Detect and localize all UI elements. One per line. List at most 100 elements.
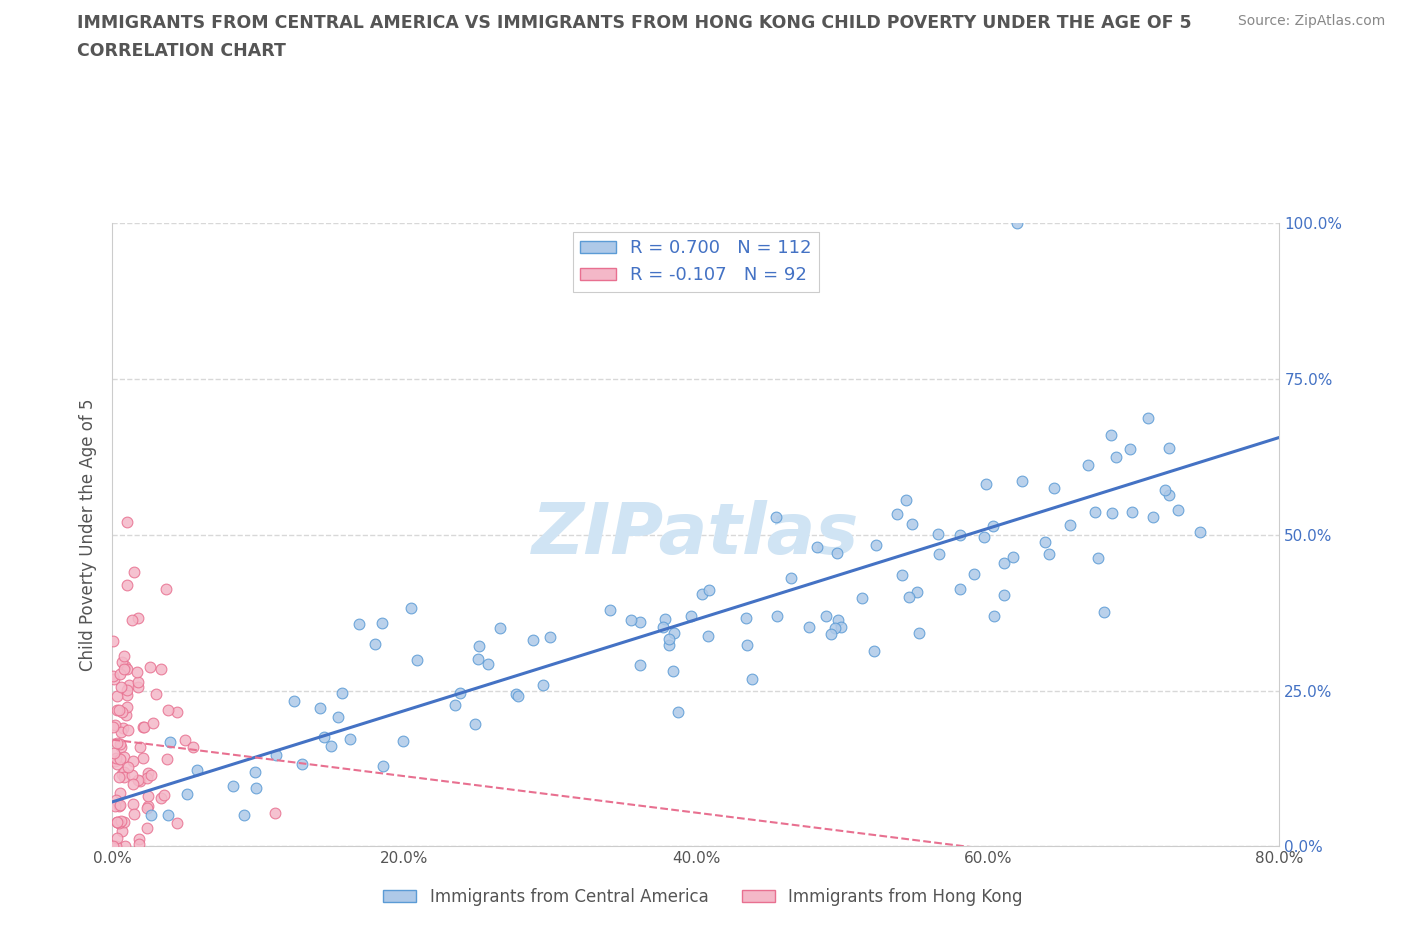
Point bbox=[891, 567, 914, 582]
Point bbox=[108, 736, 131, 751]
Point bbox=[118, 678, 141, 693]
Point bbox=[121, 797, 143, 812]
Point bbox=[533, 678, 555, 693]
Point bbox=[658, 631, 681, 646]
Point bbox=[112, 770, 135, 785]
Point bbox=[127, 773, 149, 788]
Point bbox=[131, 720, 153, 735]
Point bbox=[654, 612, 676, 627]
Point bbox=[150, 661, 173, 676]
Point bbox=[1121, 505, 1143, 520]
Point bbox=[538, 630, 561, 644]
Point bbox=[156, 807, 179, 823]
Point bbox=[981, 518, 1004, 533]
Point bbox=[364, 636, 387, 651]
Point bbox=[658, 637, 681, 652]
Text: ZIPatlas: ZIPatlas bbox=[533, 500, 859, 569]
Point bbox=[1087, 551, 1109, 565]
Point bbox=[863, 643, 886, 658]
Point bbox=[186, 763, 208, 777]
Point bbox=[339, 731, 361, 746]
Point bbox=[1157, 441, 1180, 456]
Point bbox=[108, 666, 131, 681]
Text: CORRELATION CHART: CORRELATION CHART bbox=[77, 42, 287, 60]
Point bbox=[830, 619, 852, 634]
Point bbox=[735, 610, 758, 625]
Point bbox=[156, 751, 179, 766]
Point bbox=[117, 661, 139, 676]
Point bbox=[1167, 502, 1189, 517]
Point bbox=[927, 526, 949, 541]
Point bbox=[371, 616, 394, 631]
Point bbox=[599, 602, 621, 617]
Point bbox=[779, 571, 801, 586]
Point bbox=[128, 774, 150, 789]
Point bbox=[115, 515, 138, 530]
Point bbox=[176, 787, 198, 802]
Point bbox=[444, 698, 467, 712]
Point bbox=[103, 671, 125, 686]
Text: Source: ZipAtlas.com: Source: ZipAtlas.com bbox=[1237, 14, 1385, 28]
Point bbox=[406, 653, 429, 668]
Point bbox=[245, 780, 267, 795]
Point bbox=[243, 765, 266, 780]
Point bbox=[928, 547, 950, 562]
Point bbox=[136, 801, 159, 816]
Point bbox=[467, 651, 489, 666]
Point bbox=[117, 759, 139, 774]
Point bbox=[111, 721, 134, 736]
Point bbox=[115, 707, 138, 722]
Point bbox=[145, 686, 167, 701]
Point bbox=[110, 680, 132, 695]
Point bbox=[114, 839, 136, 854]
Point bbox=[157, 702, 180, 717]
Point bbox=[104, 793, 127, 808]
Point bbox=[105, 815, 128, 830]
Point bbox=[949, 582, 972, 597]
Point bbox=[114, 658, 136, 673]
Point bbox=[326, 710, 349, 724]
Point bbox=[104, 754, 127, 769]
Point bbox=[101, 720, 124, 735]
Point bbox=[898, 590, 921, 604]
Legend: R = 0.700   N = 112, R = -0.107   N = 92: R = 0.700 N = 112, R = -0.107 N = 92 bbox=[572, 232, 820, 292]
Point bbox=[799, 619, 821, 634]
Point bbox=[505, 686, 527, 701]
Point bbox=[1119, 442, 1142, 457]
Point bbox=[107, 703, 129, 718]
Point bbox=[290, 756, 312, 771]
Point bbox=[112, 661, 135, 676]
Point bbox=[111, 704, 134, 719]
Point bbox=[851, 591, 873, 605]
Point bbox=[153, 788, 176, 803]
Point bbox=[806, 540, 828, 555]
Point bbox=[628, 658, 651, 672]
Point bbox=[628, 615, 651, 630]
Point bbox=[894, 492, 917, 507]
Point bbox=[134, 720, 156, 735]
Point bbox=[264, 748, 287, 763]
Point bbox=[309, 700, 332, 715]
Point bbox=[522, 632, 544, 647]
Point bbox=[136, 820, 159, 835]
Point bbox=[149, 790, 172, 805]
Point bbox=[136, 765, 159, 780]
Point bbox=[349, 617, 371, 631]
Point bbox=[907, 626, 929, 641]
Point bbox=[105, 736, 128, 751]
Point bbox=[128, 836, 150, 851]
Point bbox=[112, 815, 135, 830]
Point bbox=[983, 609, 1005, 624]
Point bbox=[117, 687, 139, 702]
Point bbox=[1189, 525, 1212, 539]
Point bbox=[232, 807, 254, 823]
Point bbox=[101, 839, 124, 854]
Text: IMMIGRANTS FROM CENTRAL AMERICA VS IMMIGRANTS FROM HONG KONG CHILD POVERTY UNDER: IMMIGRANTS FROM CENTRAL AMERICA VS IMMIG… bbox=[77, 14, 1192, 32]
Point bbox=[1282, 216, 1305, 231]
Point bbox=[825, 545, 848, 560]
Point bbox=[1101, 505, 1123, 520]
Point bbox=[181, 739, 204, 754]
Point bbox=[111, 655, 134, 670]
Point bbox=[110, 724, 132, 739]
Point bbox=[101, 633, 124, 648]
